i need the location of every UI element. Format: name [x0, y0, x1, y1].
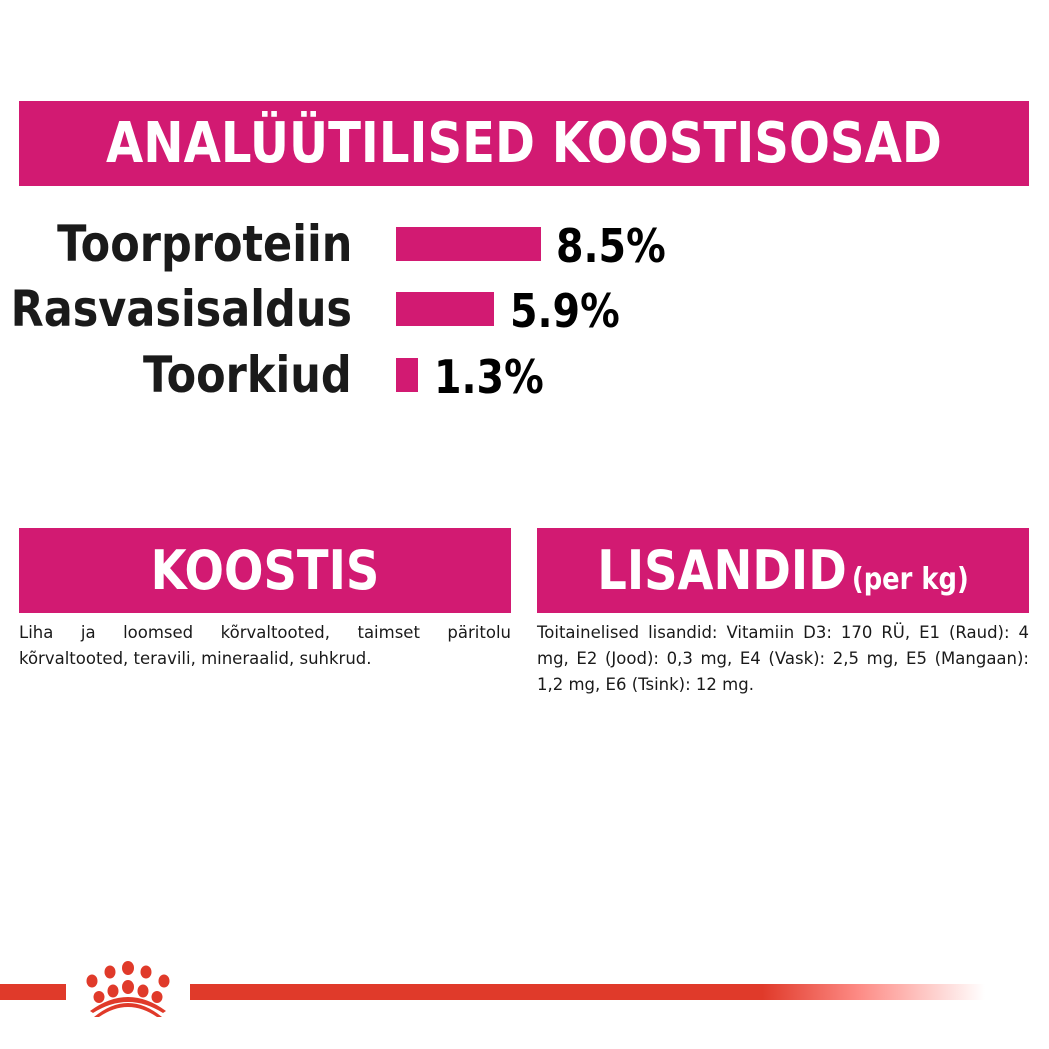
row-value: 1.3% — [434, 350, 544, 404]
additives-unit: (per kg) — [851, 562, 969, 597]
footer-line-left — [0, 984, 66, 1000]
fat-bar — [396, 292, 494, 326]
row-value: 5.9% — [510, 284, 620, 338]
header-title: ANALÜÜTILISED KOOSTISOSAD — [106, 111, 942, 176]
additives-title: LISANDID — [597, 539, 847, 602]
composition-header: KOOSTIS — [19, 528, 511, 613]
analytics-row-fibre: Toorkiud 1.3% — [0, 345, 1049, 405]
additives-title-wrap: LISANDID (per kg) — [597, 539, 969, 602]
analytics-row-protein: Toorproteiin 8.5% — [0, 214, 1049, 274]
protein-bar — [396, 227, 541, 261]
additives-text: Toitainelised lisandid: Vitamiin D3: 170… — [537, 623, 1029, 694]
row-label: Toorproteiin — [56, 215, 352, 273]
additives-header: LISANDID (per kg) — [537, 528, 1029, 613]
analytical-constituents-header: ANALÜÜTILISED KOOSTISOSAD — [19, 101, 1029, 186]
row-value: 8.5% — [556, 219, 666, 273]
footer-line-right — [190, 984, 985, 1000]
row-label: Toorkiud — [143, 346, 352, 404]
analytics-row-fat: Rasvasisaldus 5.9% — [0, 279, 1049, 339]
composition-text: Liha ja loomsed kõrvaltooted, taimset pä… — [19, 623, 511, 668]
row-label: Rasvasisaldus — [10, 280, 352, 338]
composition-title: KOOSTIS — [150, 539, 380, 602]
fibre-bar — [396, 358, 418, 392]
crown-icon — [86, 961, 170, 1017]
